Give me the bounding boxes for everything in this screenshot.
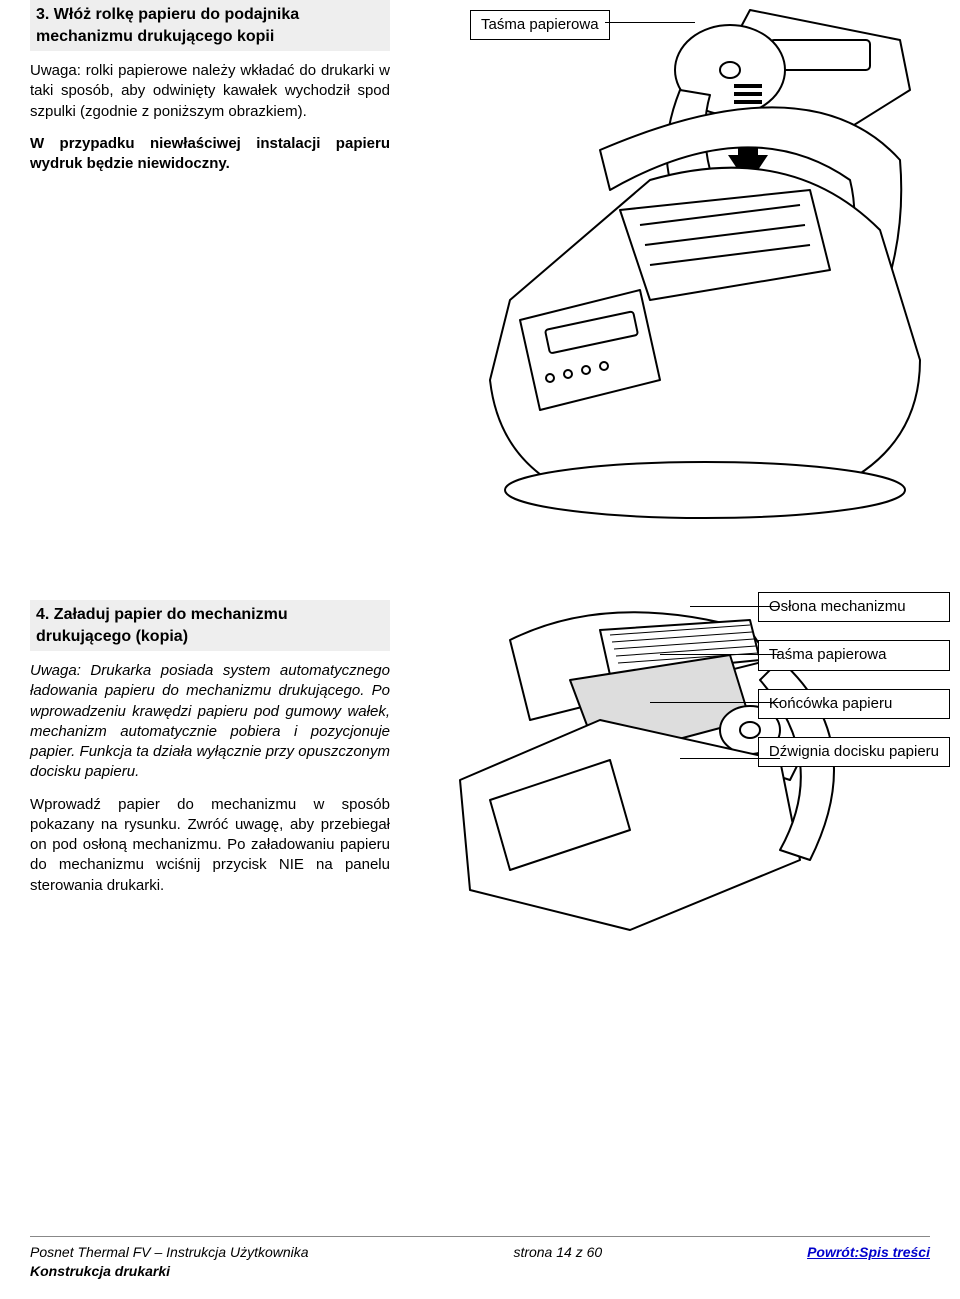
callout-line [605,22,695,23]
step-4-text: 4. Załaduj papier do mechanizmu drukując… [30,600,390,908]
step-3-row: 3. Włóż rolkę papieru do podajnika mecha… [30,0,930,520]
footer-left: Posnet Thermal FV – Instrukcja Użytkowni… [30,1243,309,1281]
step-3-figure: Taśma papierowa [450,0,930,520]
callout-line [650,702,780,703]
step-3-warning: W przypadku niewłaściwej instalacji papi… [30,134,390,175]
page-footer: Posnet Thermal FV – Instrukcja Użytkowni… [30,1236,930,1281]
step-4-note: Uwaga: Drukarka posiada system automatyc… [30,661,390,783]
step-4-heading: 4. Załaduj papier do mechanizmu drukując… [30,600,390,651]
step-4-body: Wprowadź papier do mechanizmu w sposób p… [30,795,390,896]
callout-line [680,758,780,759]
printer-illustration-1 [450,0,930,520]
callout-paper-tape: Taśma papierowa [470,10,610,40]
callout-pressure-lever: Dźwignia docisku papieru [758,737,950,767]
callout-paper-tape-2: Taśma papierowa [758,640,950,670]
step-4-figure: Osłona mechanizmu Taśma papierowa Końców… [450,600,930,940]
footer-doc-title: Posnet Thermal FV – Instrukcja Użytkowni… [30,1243,309,1262]
step-4-row: 4. Załaduj papier do mechanizmu drukując… [30,600,930,940]
callout-paper-end: Końcówka papieru [758,689,950,719]
callout-line [660,654,780,655]
step-3-heading: 3. Włóż rolkę papieru do podajnika mecha… [30,0,390,51]
footer-toc-link[interactable]: Powrót:Spis treści [807,1244,930,1260]
step-3-text: 3. Włóż rolkę papieru do podajnika mecha… [30,0,390,186]
step-3-note: Uwaga: rolki papierowe należy wkładać do… [30,61,390,122]
callout-line [690,606,780,607]
footer-page-number: strona 14 z 60 [513,1243,602,1262]
footer-section: Konstrukcja drukarki [30,1262,309,1281]
callout-mechanism-cover: Osłona mechanizmu [758,592,950,622]
